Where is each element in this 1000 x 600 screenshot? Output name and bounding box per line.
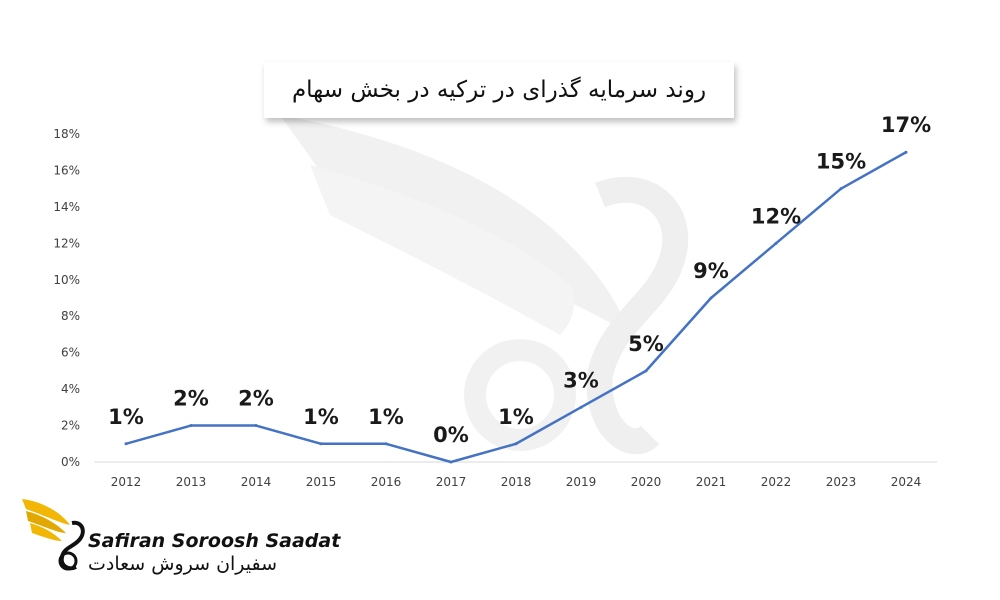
data-label: 2% (173, 387, 209, 411)
data-label: 1% (498, 405, 534, 429)
data-label: 12% (751, 204, 801, 228)
x-tick-label: 2016 (371, 475, 402, 489)
x-tick-label: 2020 (631, 475, 662, 489)
x-tick-label: 2014 (241, 475, 272, 489)
data-point (124, 442, 128, 446)
y-tick-label: 16% (53, 163, 80, 177)
data-point (644, 369, 648, 373)
data-label: 0% (433, 423, 469, 447)
swan-logo-icon (22, 499, 85, 571)
data-label: 1% (368, 405, 404, 429)
brand-name-en: Safiran Soroosh Saadat (88, 530, 341, 552)
data-label: 9% (693, 259, 729, 283)
x-tick-label: 2022 (761, 475, 792, 489)
x-tick-label: 2017 (436, 475, 467, 489)
y-tick-label: 8% (61, 309, 80, 323)
data-point (514, 442, 518, 446)
y-tick-label: 10% (53, 273, 80, 287)
data-point (384, 442, 388, 446)
data-label: 2% (238, 387, 274, 411)
brand-name-fa: سفیران سروش سعادت (88, 553, 278, 575)
x-tick-label: 2012 (111, 475, 142, 489)
data-point (904, 150, 908, 154)
x-tick-label: 2023 (826, 475, 857, 489)
data-label: 1% (108, 405, 144, 429)
y-tick-label: 4% (61, 382, 80, 396)
data-point (254, 424, 258, 428)
data-label: 17% (881, 113, 931, 137)
x-tick-label: 2021 (696, 475, 727, 489)
data-point (839, 187, 843, 191)
x-tick-label: 2013 (176, 475, 207, 489)
data-point (579, 405, 583, 409)
x-tick-label: 2015 (306, 475, 337, 489)
y-tick-label: 18% (53, 127, 80, 141)
data-point (189, 424, 193, 428)
y-tick-label: 14% (53, 200, 80, 214)
y-tick-label: 0% (61, 455, 80, 469)
data-point (709, 296, 713, 300)
y-tick-label: 6% (61, 346, 80, 360)
data-label: 15% (816, 150, 866, 174)
data-label: 1% (303, 405, 339, 429)
data-point (774, 241, 778, 245)
x-tick-label: 2024 (891, 475, 922, 489)
x-tick-label: 2018 (501, 475, 532, 489)
data-point (319, 442, 323, 446)
y-tick-label: 2% (61, 419, 80, 433)
y-tick-label: 12% (53, 236, 80, 250)
x-tick-label: 2019 (566, 475, 597, 489)
data-point (449, 460, 453, 464)
data-label: 5% (628, 332, 664, 356)
swan-watermark (280, 115, 689, 455)
data-label: 3% (563, 368, 599, 392)
chart-title: روند سرمایه گذرای در ترکیه در بخش سهام (264, 62, 734, 118)
